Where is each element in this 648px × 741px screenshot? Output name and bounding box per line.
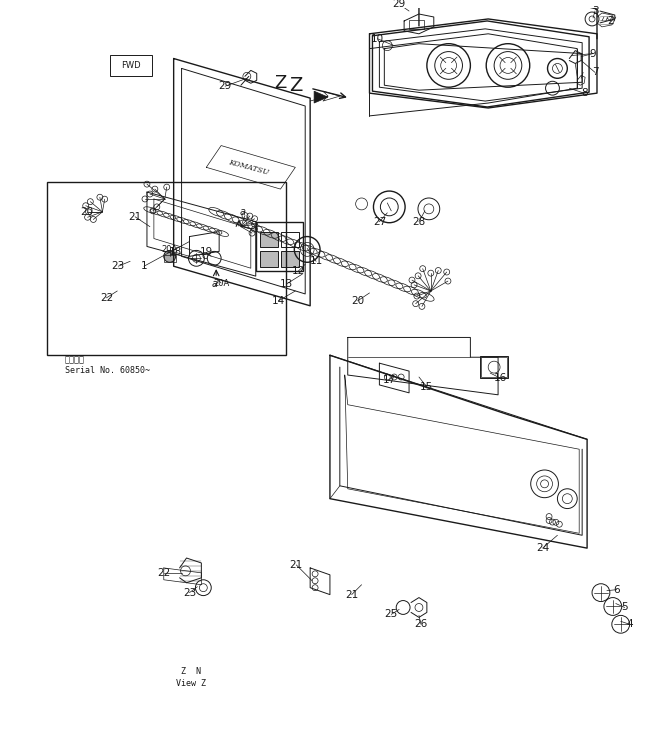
Text: 7: 7 [592, 67, 598, 77]
Bar [47, 182, 286, 355]
Text: Z: Z [288, 76, 302, 95]
Bar [281, 251, 299, 268]
Bar [164, 256, 176, 262]
Text: 19: 19 [200, 247, 213, 257]
Text: 21: 21 [128, 212, 142, 222]
Bar [281, 232, 299, 247]
Text: 14: 14 [272, 296, 285, 306]
Text: 1: 1 [141, 262, 147, 271]
Bar [110, 55, 152, 76]
Text: 20: 20 [351, 296, 364, 306]
Text: 22: 22 [157, 568, 170, 578]
Bar [256, 222, 303, 271]
Text: Z: Z [274, 74, 286, 92]
Text: Serial No. 60850~: Serial No. 60850~ [65, 365, 150, 375]
Text: a: a [211, 279, 217, 289]
Text: 8: 8 [581, 88, 588, 98]
Bar [260, 232, 277, 247]
Text: 28: 28 [412, 216, 426, 227]
Text: 2: 2 [608, 16, 614, 26]
Circle shape [164, 250, 176, 262]
Text: View Z: View Z [176, 679, 207, 688]
Text: 27: 27 [373, 216, 386, 227]
Text: a: a [240, 207, 246, 217]
Text: 24: 24 [536, 543, 550, 553]
Text: 21: 21 [345, 590, 358, 599]
Text: 23: 23 [183, 588, 196, 598]
Text: 21: 21 [290, 560, 303, 570]
Bar [480, 356, 508, 378]
Text: 4: 4 [627, 619, 633, 629]
Text: 20A: 20A [213, 279, 229, 288]
Text: C: C [202, 252, 207, 261]
Text: 16: 16 [493, 373, 507, 383]
Text: 3: 3 [592, 6, 598, 16]
Text: 29: 29 [218, 82, 232, 91]
Text: 20: 20 [80, 207, 93, 217]
Text: 11: 11 [310, 256, 323, 266]
Text: 22: 22 [100, 293, 113, 303]
Text: 通用号机: 通用号机 [65, 356, 85, 365]
Text: 29: 29 [393, 0, 406, 9]
Bar [409, 20, 424, 29]
Text: 25: 25 [385, 609, 398, 619]
Bar [260, 251, 277, 268]
Text: 10: 10 [371, 34, 384, 44]
Text: 5: 5 [621, 602, 628, 613]
Polygon shape [314, 91, 328, 103]
Text: 9: 9 [590, 49, 596, 59]
Text: 15: 15 [421, 382, 434, 392]
Text: 13: 13 [280, 279, 293, 289]
Bar [481, 357, 507, 377]
Text: Z  N: Z N [181, 667, 202, 677]
Text: FWD: FWD [121, 61, 141, 70]
Text: KOMATSU: KOMATSU [228, 158, 270, 176]
Text: 26: 26 [414, 619, 428, 629]
Text: 12: 12 [292, 266, 305, 276]
Text: 20A: 20A [161, 245, 178, 254]
Text: 6: 6 [614, 585, 620, 595]
Text: 17: 17 [383, 375, 396, 385]
Text: 23: 23 [111, 262, 125, 271]
Text: 18: 18 [169, 247, 182, 257]
